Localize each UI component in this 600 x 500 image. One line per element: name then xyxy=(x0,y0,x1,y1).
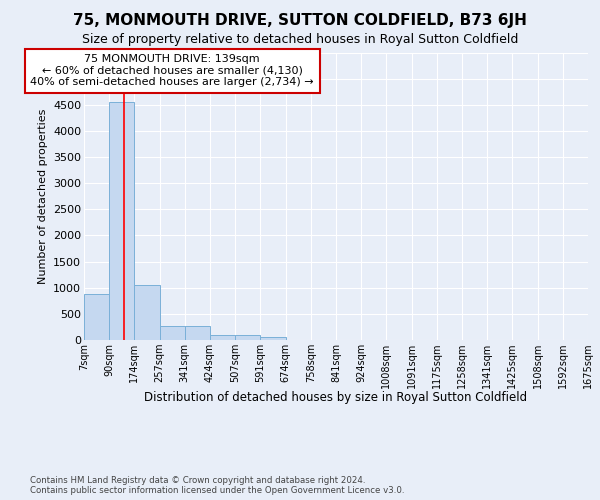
X-axis label: Distribution of detached houses by size in Royal Sutton Coldfield: Distribution of detached houses by size … xyxy=(145,391,527,404)
Text: Contains HM Land Registry data © Crown copyright and database right 2024.
Contai: Contains HM Land Registry data © Crown c… xyxy=(30,476,404,495)
Text: 75 MONMOUTH DRIVE: 139sqm
← 60% of detached houses are smaller (4,130)
40% of se: 75 MONMOUTH DRIVE: 139sqm ← 60% of detac… xyxy=(31,54,314,88)
Bar xyxy=(185,326,210,340)
Text: Size of property relative to detached houses in Royal Sutton Coldfield: Size of property relative to detached ho… xyxy=(82,32,518,46)
Bar xyxy=(210,336,235,340)
Bar xyxy=(134,284,160,340)
Bar xyxy=(84,294,109,340)
Y-axis label: Number of detached properties: Number of detached properties xyxy=(38,108,47,284)
Bar xyxy=(160,326,185,340)
Bar xyxy=(235,336,260,340)
Bar xyxy=(260,337,286,340)
Bar xyxy=(109,102,134,340)
Text: 75, MONMOUTH DRIVE, SUTTON COLDFIELD, B73 6JH: 75, MONMOUTH DRIVE, SUTTON COLDFIELD, B7… xyxy=(73,12,527,28)
